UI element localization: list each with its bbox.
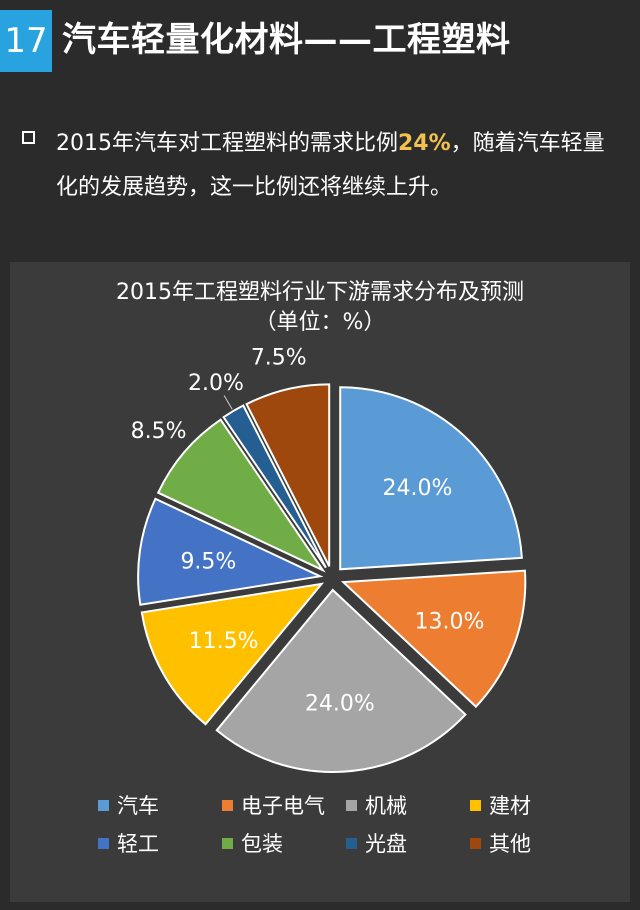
slice-label-2: 24.0% [305, 692, 375, 717]
chart-subtitle: （单位：%） [254, 310, 386, 335]
legend-item-1: 电子电气 [222, 790, 325, 820]
legend-swatch [222, 799, 233, 811]
bullet-text-before: 2015年汽车对工程塑料的需求比例 [56, 131, 398, 156]
legend-item-7: 其他 [470, 828, 531, 858]
pie-slice-7 [245, 383, 331, 567]
legend-label: 光盘 [365, 832, 407, 856]
slice-label-5: 8.5% [131, 419, 187, 444]
bullet-text: 2015年汽车对工程塑料的需求比例24%，随着汽车轻量化的发展趋势，这一比例还将… [56, 122, 622, 210]
slice-label-4: 9.5% [180, 549, 236, 574]
slide-header: 17 汽车轻量化材料——工程塑料 [0, 0, 640, 78]
chart-title-block: 2015年工程塑料行业下游需求分布及预测 （单位：%） [10, 278, 630, 338]
leader-line-6 [223, 395, 233, 410]
legend-item-2: 机械 [346, 790, 407, 820]
legend-swatch [98, 799, 109, 811]
legend-item-6: 光盘 [346, 828, 407, 858]
legend-label: 电子电气 [241, 794, 325, 818]
pie-chart: 24.0% 13.0% 24.0% 11.5% 9.5% 8.5%2.0% 7.5% [131, 345, 527, 773]
chart-title: 2015年工程塑料行业下游需求分布及预测 [116, 280, 524, 305]
slice-label-0: 24.0% [383, 476, 453, 501]
pie-slice-1 [340, 569, 527, 709]
legend-swatch [470, 799, 481, 811]
legend-swatch [98, 837, 109, 849]
bullet-highlight: 24% [398, 131, 451, 156]
bullet-text-after: ，随着汽车轻量化的发展趋势，这一比例还将继续上升。 [56, 131, 605, 200]
pie-slice-5 [156, 418, 326, 573]
pie-slice-0 [339, 386, 523, 571]
legend-swatch [346, 837, 357, 849]
legend-label: 建材 [489, 794, 531, 818]
legend-swatch [470, 837, 481, 849]
slice-label-6: 2.0% [188, 371, 244, 396]
chart-panel: 2015年工程塑料行业下游需求分布及预测 （单位：%） 24.0% 13.0% 24… [10, 262, 630, 902]
legend-item-4: 轻工 [98, 828, 159, 858]
pie-slice-3 [140, 582, 325, 726]
pie-slice-2 [215, 588, 467, 773]
legend-label: 包装 [241, 832, 283, 856]
legend-label: 其他 [489, 832, 531, 856]
slice-label-7: 7.5% [251, 345, 307, 370]
slide-title: 汽车轻量化材料——工程塑料 [62, 20, 511, 60]
legend-swatch [222, 837, 233, 849]
legend-item-3: 建材 [470, 790, 531, 820]
legend-label: 轻工 [117, 832, 159, 856]
pie-slice-6 [222, 404, 327, 569]
legend-label: 汽车 [117, 794, 159, 818]
pie-slice-4 [137, 497, 324, 606]
legend-item-5: 包装 [222, 828, 283, 858]
slide-number-badge: 17 [0, 10, 52, 72]
slice-label-3: 11.5% [189, 629, 259, 654]
legend-swatch [346, 799, 357, 811]
legend-label: 机械 [365, 794, 407, 818]
square-bullet-icon [22, 131, 35, 144]
legend-item-0: 汽车 [98, 790, 159, 820]
slice-label-1: 13.0% [415, 609, 485, 634]
